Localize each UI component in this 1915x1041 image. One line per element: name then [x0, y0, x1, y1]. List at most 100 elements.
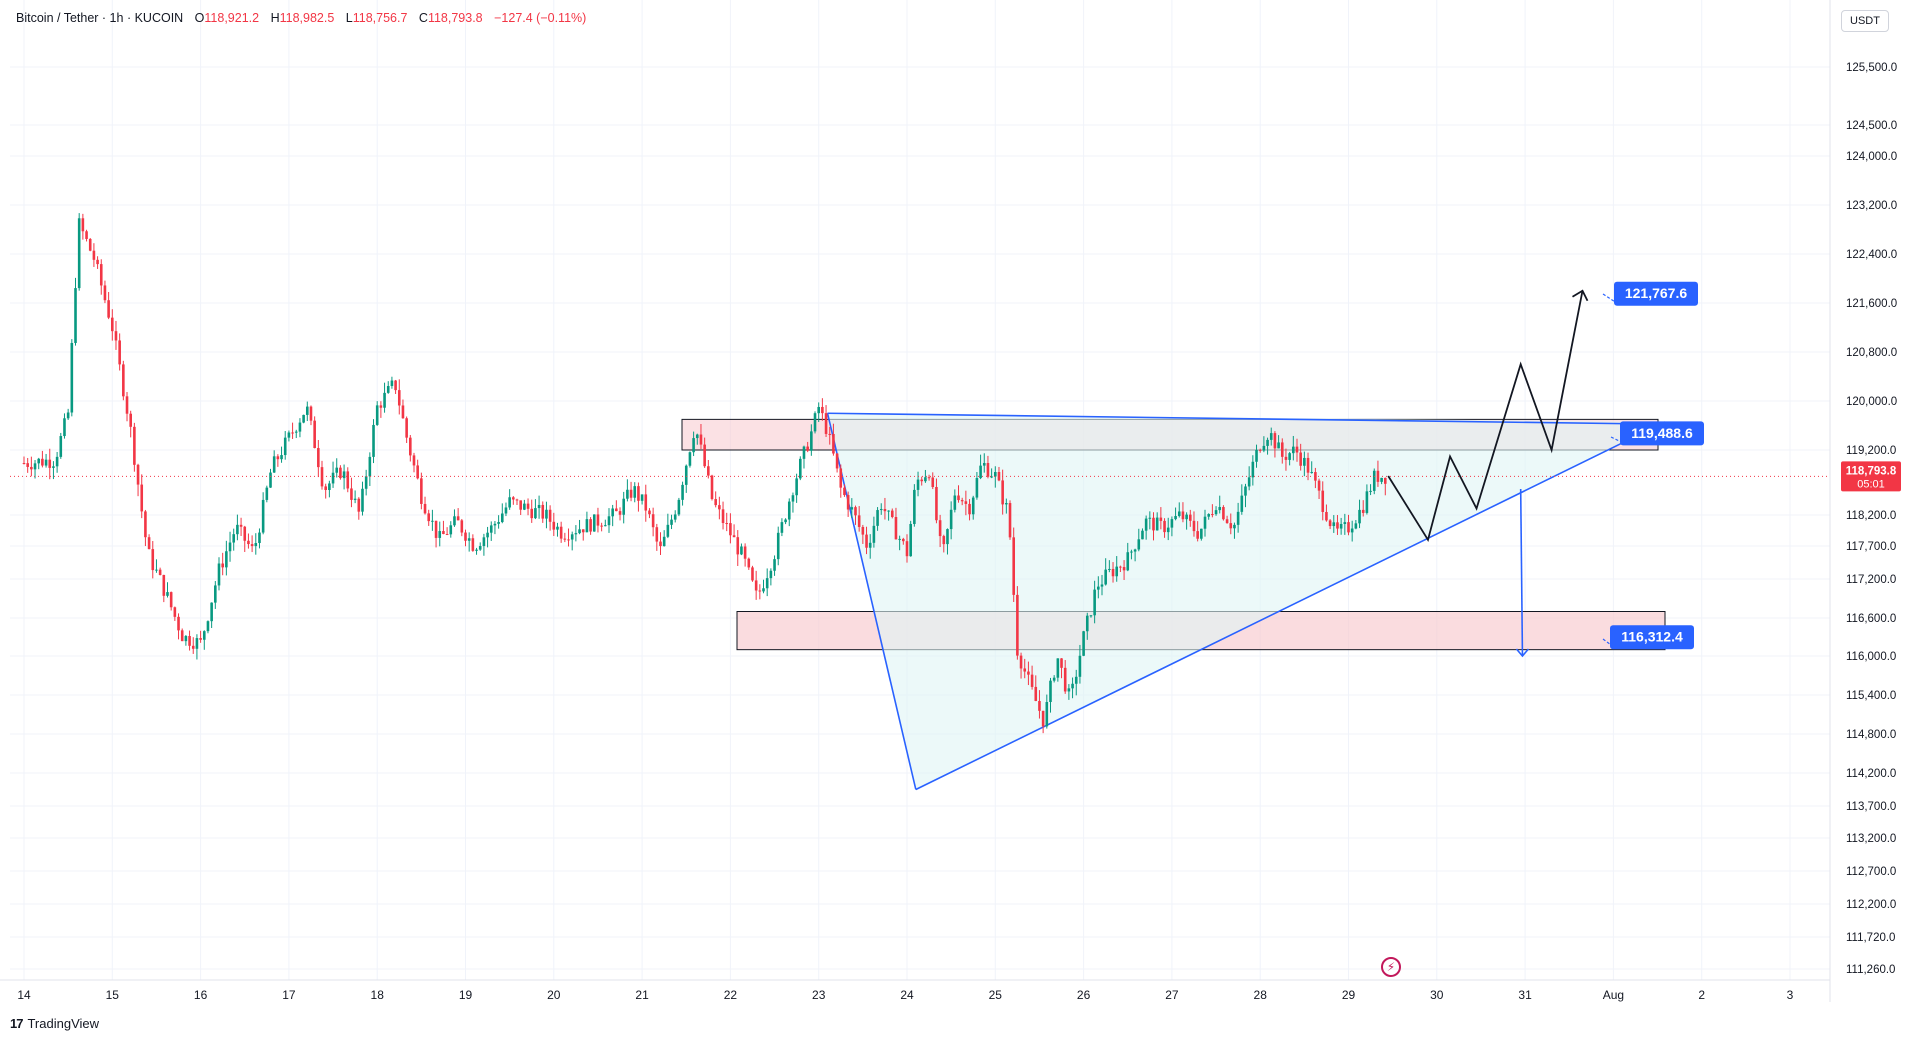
candle-up [971, 497, 975, 515]
time-axis-tick: 27 [1165, 988, 1179, 1002]
candle-up [1166, 527, 1170, 533]
candle-down [26, 463, 29, 467]
candle-down [714, 499, 717, 506]
candle-up [1141, 530, 1144, 540]
candle-up [1369, 490, 1372, 492]
candle-up [574, 533, 578, 535]
symbol-label[interactable]: Bitcoin / Tether · 1h · KUCOIN [16, 11, 184, 25]
candle-down [563, 538, 567, 540]
time-axis-tick: 19 [459, 988, 473, 1002]
tradingview-logo: 17 [10, 1016, 24, 1031]
callout-label: 116,312.4 [1621, 629, 1683, 645]
candle-up [328, 483, 331, 490]
candle-down [751, 567, 754, 581]
candle-up [1339, 523, 1343, 529]
candle-up [1115, 566, 1119, 577]
symbol-header: Bitcoin / Tether · 1h · KUCOIN O118,921.… [16, 11, 594, 25]
candle-up [298, 422, 302, 432]
lightning-icon[interactable]: ⚡ [1381, 957, 1401, 977]
candle-down [1023, 668, 1027, 672]
candle-down [401, 405, 405, 419]
candle-down [854, 507, 857, 516]
candle-down [515, 499, 519, 501]
candle-up [924, 477, 927, 482]
time-axis-tick: 22 [724, 988, 738, 1002]
candle-up [1174, 516, 1177, 520]
candle-up [592, 514, 596, 532]
time-axis-tick: 15 [106, 988, 120, 1002]
candle-up [1310, 472, 1314, 474]
candle-up [1380, 477, 1383, 482]
price-axis-tick: 121,600.0 [1846, 298, 1897, 310]
candle-down [1012, 537, 1015, 595]
candle-up [1247, 477, 1251, 487]
candle-down [743, 546, 747, 559]
price-axis: 111,260.0 111,720.0 112,200.0 112,700.0 113,… [1829, 0, 1901, 1002]
candle-down [699, 434, 703, 445]
candle-up [534, 508, 537, 519]
candle-down [729, 523, 732, 536]
candle-up [1214, 510, 1218, 515]
candle-down [158, 569, 162, 575]
candle-up [265, 487, 269, 500]
candle-down [1041, 710, 1045, 727]
candle-down [1306, 457, 1310, 473]
candle-down [442, 531, 445, 535]
price-axis-tick: 114,800.0 [1846, 729, 1896, 741]
candle-down [92, 250, 96, 260]
candle-up [570, 534, 574, 540]
candle-up [1218, 507, 1222, 511]
price-axis-tick: 120,000.0 [1846, 396, 1897, 408]
time-axis-tick: 29 [1342, 988, 1356, 1002]
candle-down [1019, 655, 1023, 669]
candle-down [173, 607, 177, 617]
time-axis-tick: 18 [371, 988, 385, 1002]
candle-up [1358, 509, 1361, 524]
candle-up [795, 478, 798, 496]
currency-button[interactable]: USDT [1841, 10, 1889, 32]
candle-up [1343, 522, 1347, 524]
candle-up [280, 455, 283, 460]
candle-down [1280, 442, 1284, 457]
candle-up [1067, 688, 1071, 692]
time-axis-tick: 31 [1518, 988, 1532, 1002]
candle-up [489, 525, 493, 533]
candle-down [828, 433, 832, 435]
candle-down [931, 477, 935, 487]
candle-up [607, 516, 611, 526]
candle-up [868, 542, 872, 548]
price-axis-tick: 111,260.0 [1846, 964, 1895, 976]
candle-up [681, 484, 684, 500]
candle-up [1255, 449, 1258, 462]
candle-down [541, 504, 545, 519]
candle-up [1144, 518, 1148, 531]
candle-up [622, 498, 626, 515]
candle-up [523, 503, 526, 510]
candle-down [191, 645, 195, 649]
candle-down [394, 380, 397, 391]
candle-down [1325, 511, 1328, 521]
candle-down [122, 364, 125, 397]
candle-down [968, 503, 971, 515]
candle-down [199, 638, 202, 640]
candle-up [1089, 615, 1093, 617]
candle-up [497, 522, 500, 524]
candle-up [353, 498, 357, 500]
price-axis-tick: 124,000.0 [1846, 151, 1897, 163]
candle-down [1328, 520, 1332, 527]
candle-up [1177, 511, 1181, 517]
candle-up [876, 510, 879, 526]
candle-up [77, 218, 81, 289]
candle-down [957, 495, 960, 501]
candle-down [423, 503, 427, 514]
price-axis-tick: 112,200.0 [1846, 899, 1896, 911]
tradingview-brand[interactable]: 17 TradingView [10, 1016, 99, 1031]
callout-box [1614, 281, 1698, 306]
candle-up [59, 436, 63, 457]
price-axis-tick: 117,700.0 [1846, 541, 1896, 553]
candle-up [37, 458, 41, 464]
candle-down [140, 484, 144, 512]
candle-up [1332, 522, 1336, 527]
candle-up [1100, 584, 1104, 587]
